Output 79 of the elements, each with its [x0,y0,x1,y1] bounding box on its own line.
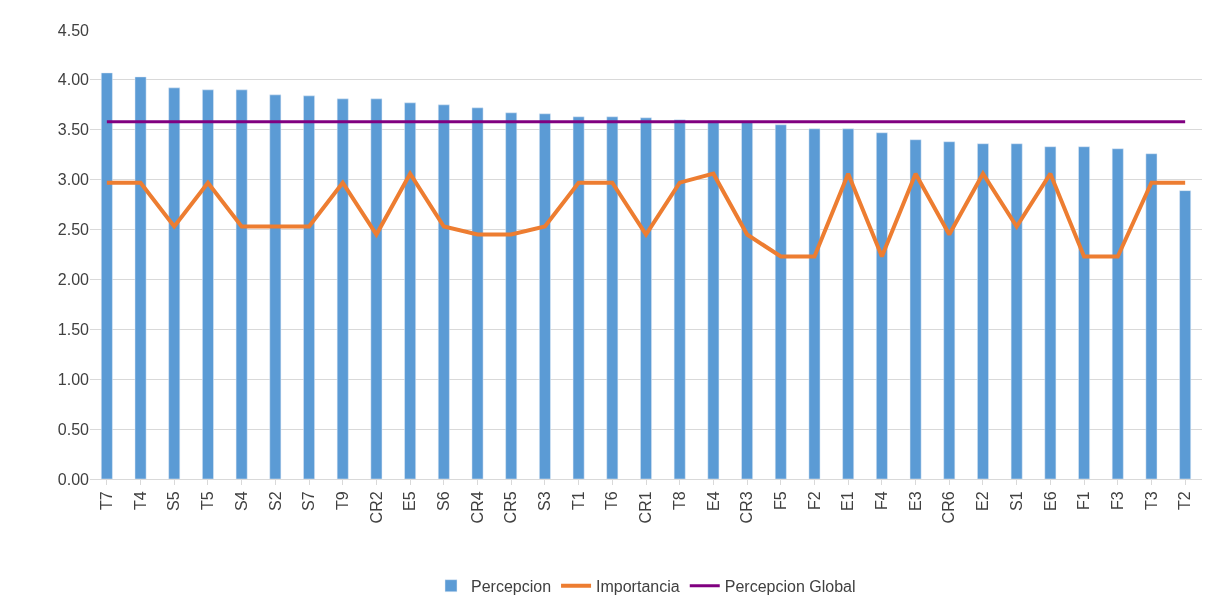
bar [438,104,450,479]
x-tick-label: T1 [569,491,587,511]
bar [539,113,551,479]
x-tick-label: T8 [670,491,688,511]
bar [269,94,282,479]
x-tick-label: S6 [435,491,453,511]
x-tick-label: E1 [839,491,857,511]
x-tick-label: E3 [906,491,924,511]
bar [235,89,248,479]
bar [808,128,821,479]
bar [1145,153,1158,479]
x-tick-label: T6 [603,491,621,511]
x-tick-label: S3 [536,491,554,511]
bar [168,87,181,479]
y-tick-label: 3.50 [57,121,90,139]
x-tick-label: S5 [165,491,183,511]
y-tick-label: 0.00 [57,470,90,488]
x-tick-label: T9 [333,491,351,511]
y-tick-label: 2.00 [57,271,90,289]
bar [909,139,922,479]
bar [1010,143,1023,479]
x-tick-label: E4 [704,491,722,511]
x-tick-label: T3 [1142,491,1160,511]
x-tick-label: F5 [771,491,789,511]
x-tick-label: S1 [1007,491,1025,511]
bar [202,89,214,479]
bar [876,132,888,479]
bar [943,141,956,479]
x-tick-label: T4 [131,491,149,511]
bar [505,112,518,479]
x-tick-label: F3 [1108,491,1126,511]
bar [977,143,989,479]
x-tick-label: T7 [98,491,116,511]
bar [134,76,147,479]
x-tick-label: E2 [974,491,992,511]
legend-label: Percepcion Global [724,577,856,595]
bar [842,128,854,479]
bar [1044,146,1057,479]
bar [336,98,349,479]
x-tick-label: CR5 [502,491,520,524]
bar [606,116,619,479]
bar [471,107,484,479]
bar [101,72,113,479]
bar [1078,146,1090,479]
legend-label: Importancia [596,577,680,595]
x-tick-label: CR2 [367,491,385,524]
x-tick-label: CR1 [637,491,655,524]
x-tick-label: CR3 [738,491,756,524]
bar [1111,148,1124,479]
bar [572,116,585,479]
y-tick-label: 1.00 [57,370,90,388]
bar [404,102,416,479]
y-tick-label: 2.50 [57,221,90,239]
bar [640,117,652,479]
x-tick-label: F4 [873,491,891,511]
bar [370,98,383,479]
bar [774,124,787,479]
x-tick-label: F2 [805,491,823,511]
x-tick-label: S7 [300,491,318,511]
y-tick-label: 4.50 [57,21,90,39]
x-tick-label: T2 [1176,491,1194,511]
x-tick-label: S4 [232,491,250,511]
legend-label: Percepcion [471,577,552,595]
x-tick-label: F1 [1075,491,1093,511]
x-tick-label: S2 [266,491,284,511]
x-tick-label: E5 [401,491,419,511]
bar [673,119,686,479]
bar [1179,190,1191,479]
x-tick-label: E6 [1041,491,1059,511]
bar [741,121,753,479]
y-tick-label: 4.00 [57,71,90,89]
y-tick-label: 1.50 [57,320,90,338]
x-tick-label: T5 [199,491,217,511]
y-tick-label: 0.50 [57,420,90,438]
y-tick-label: 3.00 [57,171,90,189]
bar [707,120,720,479]
bar [303,95,315,479]
x-tick-label: CR6 [940,491,958,524]
x-tick-label: CR4 [468,491,486,524]
